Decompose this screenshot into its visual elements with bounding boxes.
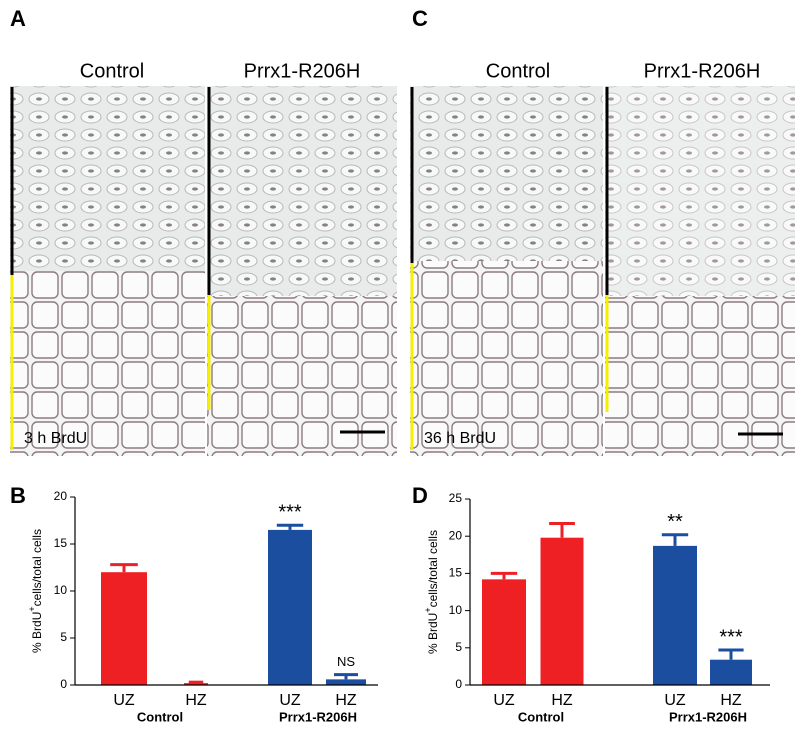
x-tick-label: UZ: [113, 692, 135, 709]
y-tick-label: 15: [449, 566, 463, 580]
y-tick-label: 10: [449, 603, 463, 617]
micrograph: [207, 296, 397, 456]
y-tick-label: 5: [60, 630, 67, 644]
panel-c: C Control Prrx1-R206H 36 h BrdU: [410, 6, 795, 456]
image-title: Prrx1-R206H: [244, 60, 361, 82]
y-tick-label: 0: [455, 677, 462, 691]
significance-label: ***: [719, 626, 743, 648]
y-axis-label: % BrdU+cells/total cells: [423, 530, 440, 654]
y-tick-label: 20: [449, 528, 463, 542]
micrograph: [410, 86, 603, 261]
bar: [710, 659, 752, 685]
micrograph: [10, 86, 205, 271]
error-bar: [549, 522, 575, 538]
micrograph: [410, 261, 603, 456]
significance-label: ***: [278, 501, 302, 523]
label-part: +: [423, 607, 433, 612]
micrograph: [207, 86, 397, 296]
bar: [540, 537, 584, 685]
micrograph: [10, 271, 205, 456]
label-part: % BrdU: [426, 613, 440, 654]
image-title: Control: [80, 60, 144, 82]
panel-letter: A: [10, 6, 26, 31]
bar: [184, 683, 208, 685]
label-part: cells/total cells: [30, 529, 44, 606]
group-label: Control: [518, 709, 564, 724]
group-label: Prrx1-R206H: [279, 709, 357, 724]
bar: [101, 572, 147, 685]
error-bar: [490, 571, 518, 580]
x-tick-label: HZ: [551, 692, 573, 709]
y-tick-label: 20: [54, 489, 68, 503]
micrograph: [605, 296, 795, 456]
y-tick-label: 15: [54, 536, 68, 550]
label-part: % BrdU: [30, 612, 44, 653]
error-bar: [276, 523, 304, 530]
error-bar: [661, 533, 689, 546]
bar: [482, 579, 526, 685]
significance-label: NS: [337, 654, 355, 669]
panel-a: A Control Prrx1-R206H 3 h BrdU: [10, 6, 397, 456]
label-part: cells/total cells: [426, 530, 440, 607]
bar: [653, 545, 697, 685]
group-label: Control: [137, 709, 183, 724]
x-tick-label: HZ: [335, 692, 357, 709]
panel-letter: D: [412, 483, 428, 508]
error-bar: [334, 673, 358, 680]
y-axis-label: % BrdU+cells/total cells: [27, 529, 44, 653]
micrograph: [605, 86, 795, 296]
label-part: +: [27, 606, 37, 611]
x-tick-label: HZ: [185, 692, 207, 709]
significance-label: **: [667, 511, 683, 533]
image-title: Control: [486, 60, 550, 82]
error-bar: [188, 680, 204, 684]
x-tick-label: UZ: [493, 692, 515, 709]
bar: [268, 529, 312, 685]
bar: [326, 679, 366, 685]
x-tick-label: UZ: [664, 692, 686, 709]
y-tick-label: 10: [54, 583, 68, 597]
x-tick-label: HZ: [720, 692, 742, 709]
panel-letter: C: [412, 6, 428, 31]
image-title: Prrx1-R206H: [644, 60, 761, 82]
error-bar: [110, 563, 138, 573]
image-note: 3 h BrdU: [24, 430, 87, 447]
group-label: Prrx1-R206H: [669, 709, 747, 724]
y-tick-label: 5: [455, 640, 462, 654]
y-tick-label: 0: [60, 677, 67, 691]
error-bar: [718, 648, 744, 660]
panel-letter: B: [10, 483, 26, 508]
x-tick-label: UZ: [279, 692, 301, 709]
image-note: 36 h BrdU: [424, 430, 496, 447]
y-tick-label: 25: [449, 491, 463, 505]
